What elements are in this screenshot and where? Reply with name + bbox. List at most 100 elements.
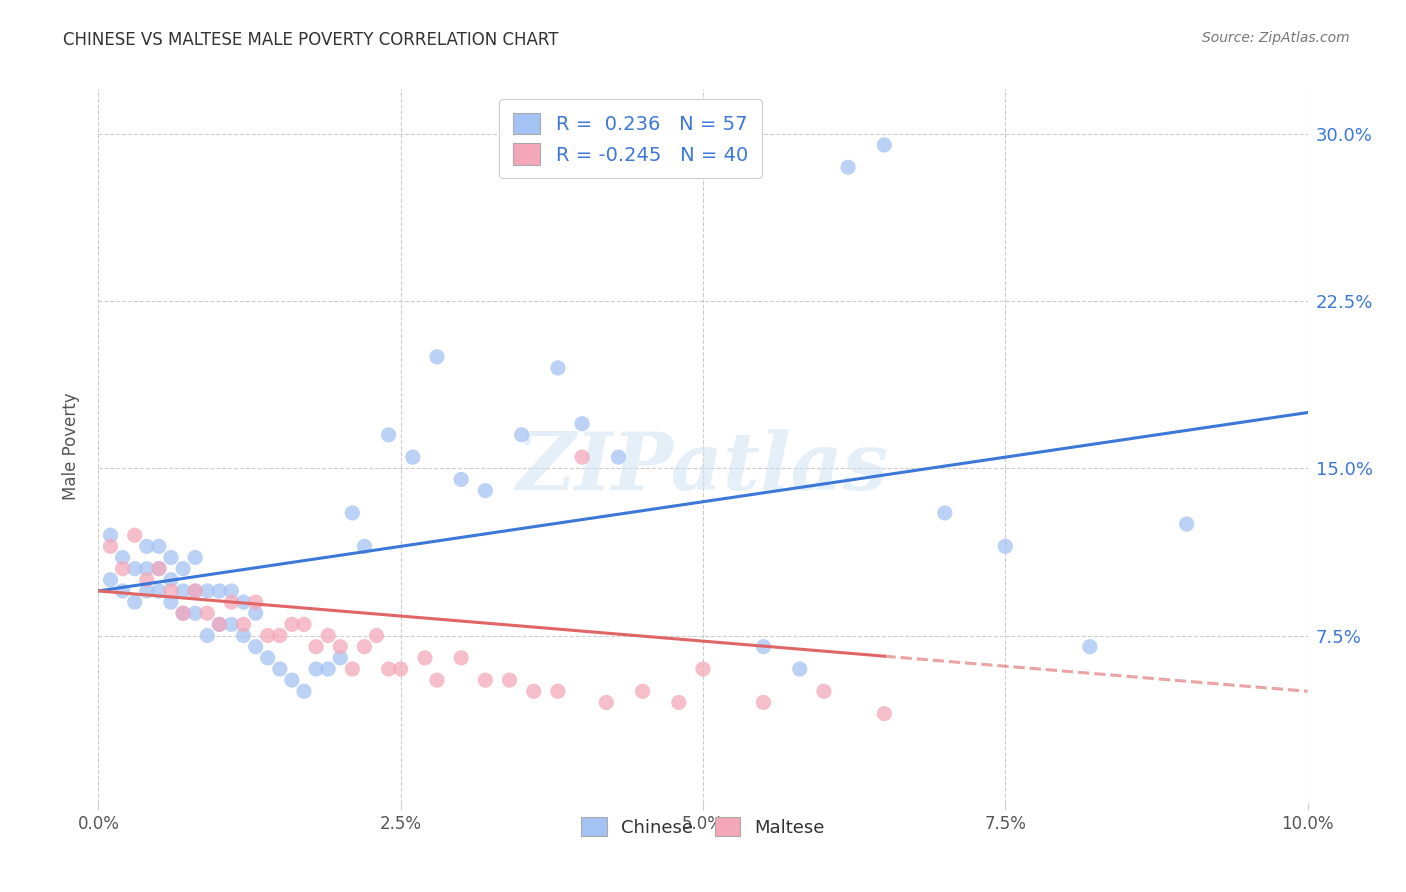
Point: [208, 617, 231, 632]
Point: [256, 651, 278, 665]
Point: [547, 684, 569, 698]
Point: [402, 450, 425, 464]
Point: [269, 662, 291, 676]
Point: [111, 583, 134, 598]
Point: [377, 662, 399, 676]
Point: [124, 595, 146, 609]
Text: Source: ZipAtlas.com: Source: ZipAtlas.com: [1202, 31, 1350, 45]
Point: [281, 617, 304, 632]
Point: [184, 583, 207, 598]
Point: [135, 573, 157, 587]
Point: [148, 562, 170, 576]
Point: [148, 539, 170, 553]
Point: [474, 673, 496, 687]
Point: [135, 562, 157, 576]
Point: [184, 550, 207, 565]
Point: [208, 583, 231, 598]
Point: [474, 483, 496, 498]
Text: CHINESE VS MALTESE MALE POVERTY CORRELATION CHART: CHINESE VS MALTESE MALE POVERTY CORRELAT…: [63, 31, 558, 49]
Point: [124, 562, 146, 576]
Point: [752, 696, 775, 710]
Point: [305, 640, 328, 654]
Point: [184, 607, 207, 621]
Legend: Chinese, Maltese: Chinese, Maltese: [574, 809, 832, 844]
Point: [547, 360, 569, 375]
Point: [195, 607, 218, 621]
Point: [510, 427, 533, 442]
Point: [1175, 516, 1198, 531]
Point: [316, 628, 339, 642]
Point: [292, 684, 315, 698]
Point: [208, 617, 231, 632]
Point: [124, 528, 146, 542]
Point: [498, 673, 520, 687]
Point: [342, 506, 364, 520]
Point: [329, 651, 352, 665]
Point: [426, 673, 449, 687]
Point: [160, 595, 183, 609]
Point: [692, 662, 714, 676]
Point: [366, 628, 388, 642]
Point: [160, 573, 183, 587]
Point: [221, 617, 243, 632]
Point: [184, 583, 207, 598]
Point: [269, 628, 291, 642]
Point: [221, 583, 243, 598]
Point: [135, 539, 157, 553]
Point: [413, 651, 436, 665]
Point: [450, 651, 472, 665]
Point: [195, 628, 218, 642]
Point: [631, 684, 654, 698]
Point: [100, 573, 122, 587]
Point: [595, 696, 617, 710]
Point: [329, 640, 352, 654]
Point: [160, 583, 183, 598]
Point: [232, 628, 254, 642]
Point: [389, 662, 412, 676]
Point: [523, 684, 546, 698]
Point: [450, 473, 472, 487]
Point: [342, 662, 364, 676]
Point: [100, 539, 122, 553]
Point: [837, 161, 859, 175]
Point: [668, 696, 690, 710]
Point: [172, 583, 194, 598]
Point: [934, 506, 956, 520]
Point: [245, 607, 267, 621]
Point: [607, 450, 630, 464]
Point: [100, 528, 122, 542]
Point: [111, 550, 134, 565]
Point: [571, 450, 593, 464]
Point: [571, 417, 593, 431]
Point: [148, 583, 170, 598]
Point: [426, 350, 449, 364]
Point: [111, 562, 134, 576]
Point: [292, 617, 315, 632]
Y-axis label: Male Poverty: Male Poverty: [62, 392, 80, 500]
Point: [873, 706, 896, 721]
Point: [256, 628, 278, 642]
Point: [148, 562, 170, 576]
Point: [172, 607, 194, 621]
Point: [232, 595, 254, 609]
Point: [195, 583, 218, 598]
Point: [245, 595, 267, 609]
Point: [353, 539, 375, 553]
Point: [160, 550, 183, 565]
Point: [789, 662, 811, 676]
Point: [377, 427, 399, 442]
Point: [316, 662, 339, 676]
Point: [873, 137, 896, 152]
Point: [135, 583, 157, 598]
Point: [752, 640, 775, 654]
Point: [232, 617, 254, 632]
Text: ZIPatlas: ZIPatlas: [517, 429, 889, 506]
Point: [221, 595, 243, 609]
Point: [1078, 640, 1101, 654]
Point: [813, 684, 835, 698]
Point: [245, 640, 267, 654]
Point: [172, 607, 194, 621]
Point: [172, 562, 194, 576]
Point: [305, 662, 328, 676]
Point: [994, 539, 1017, 553]
